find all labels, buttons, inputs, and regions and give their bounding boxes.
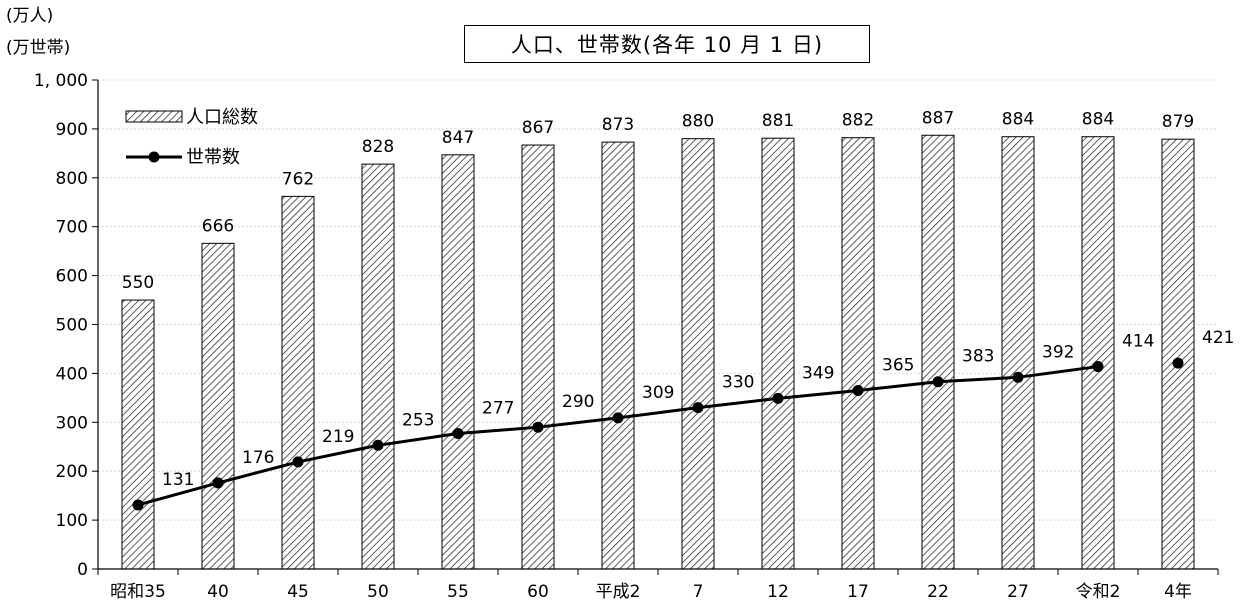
- bar-data-label: 884: [1082, 110, 1114, 130]
- bar-data-label: 762: [282, 169, 314, 189]
- x-tick-label: 4年: [1164, 582, 1192, 602]
- y-tick-label: 800: [56, 169, 88, 189]
- households-point: [772, 392, 784, 404]
- households-point: [1092, 361, 1104, 373]
- y-tick-label: 600: [56, 267, 88, 287]
- y-tick-label: 900: [56, 120, 88, 140]
- bar-population: [1081, 136, 1115, 570]
- x-tick-label: 平成2: [596, 582, 641, 602]
- line-data-label: 219: [322, 427, 354, 447]
- legend-label-population: 人口総数: [186, 107, 258, 128]
- households-point: [612, 412, 624, 424]
- chart-title: 人口、世帯数(各年 10 月 1 日): [464, 25, 870, 63]
- y-tick-label: 1, 000: [34, 71, 88, 91]
- households-point: [532, 421, 544, 433]
- line-data-label: 383: [962, 347, 994, 367]
- bar-population: [601, 141, 635, 570]
- legend-swatch-bar: [125, 110, 183, 123]
- x-tick-label: 40: [207, 582, 229, 602]
- x-tick-label: 55: [447, 582, 469, 602]
- households-point: [1012, 371, 1024, 383]
- bar-data-label: 887: [922, 108, 954, 128]
- x-tick-label: 12: [767, 582, 789, 602]
- bar-data-label: 881: [762, 111, 794, 131]
- line-data-label: 290: [562, 392, 594, 412]
- bar-population: [521, 144, 555, 570]
- bar-population: [1001, 136, 1035, 570]
- line-data-label: 253: [402, 410, 434, 430]
- line-data-label: 414: [1122, 332, 1154, 352]
- households-point: [292, 456, 304, 468]
- y-tick-label: 0: [77, 560, 88, 580]
- line-data-label: 309: [642, 383, 674, 403]
- line-data-label: 330: [722, 373, 754, 393]
- households-point: [1172, 357, 1184, 369]
- line-data-label: 131: [162, 470, 194, 490]
- households-point: [692, 402, 704, 414]
- x-tick-label: 60: [527, 582, 549, 602]
- bar-data-label: 879: [1162, 112, 1194, 132]
- bar-population: [1161, 138, 1195, 570]
- x-tick-label: 7: [693, 582, 704, 602]
- line-data-label: 349: [802, 363, 834, 383]
- households-point: [372, 439, 384, 451]
- households-point: [932, 376, 944, 388]
- bar-population: [201, 242, 235, 570]
- bar-population: [841, 137, 875, 570]
- legend-label-households: 世帯数: [186, 147, 240, 168]
- bar-population: [121, 299, 155, 570]
- bar-population: [441, 154, 475, 570]
- bar-population: [281, 195, 315, 570]
- y-tick-label: 400: [56, 364, 88, 384]
- bar-data-label: 828: [362, 137, 394, 157]
- bar-data-label: 884: [1002, 110, 1034, 130]
- line-data-label: 392: [1042, 342, 1074, 362]
- bar-population: [921, 134, 955, 570]
- bar-data-label: 666: [202, 216, 234, 236]
- x-tick-label: 昭和35: [110, 582, 166, 602]
- x-tick-label: 45: [287, 582, 309, 602]
- line-data-label: 176: [242, 448, 274, 468]
- y-tick-label: 500: [56, 316, 88, 336]
- x-tick-label: 22: [927, 582, 949, 602]
- households-point: [212, 477, 224, 489]
- x-tick-label: 17: [847, 582, 869, 602]
- x-tick-label: 50: [367, 582, 389, 602]
- bar-population: [761, 137, 795, 570]
- x-tick-label: 令和2: [1076, 582, 1121, 602]
- line-data-label: 421: [1202, 328, 1234, 348]
- bar-population: [681, 138, 715, 570]
- y-unit-households: (万世帯): [6, 38, 71, 58]
- bar-data-label: 880: [682, 112, 714, 132]
- bar-population: [361, 163, 395, 570]
- bar-data-label: 847: [442, 128, 474, 148]
- y-tick-label: 100: [56, 511, 88, 531]
- bar-data-label: 882: [842, 111, 874, 131]
- y-unit-population: (万人): [6, 6, 54, 26]
- legend-swatch-marker: [148, 151, 160, 163]
- bar-data-label: 867: [522, 118, 554, 138]
- households-point: [852, 385, 864, 397]
- y-tick-label: 200: [56, 462, 88, 482]
- bar-data-label: 873: [602, 115, 634, 135]
- line-data-label: 277: [482, 399, 514, 419]
- households-point: [452, 428, 464, 440]
- households-point: [132, 499, 144, 511]
- bar-data-label: 550: [122, 273, 154, 293]
- y-tick-label: 700: [56, 218, 88, 238]
- x-tick-label: 27: [1007, 582, 1029, 602]
- line-data-label: 365: [882, 356, 914, 376]
- y-tick-label: 300: [56, 413, 88, 433]
